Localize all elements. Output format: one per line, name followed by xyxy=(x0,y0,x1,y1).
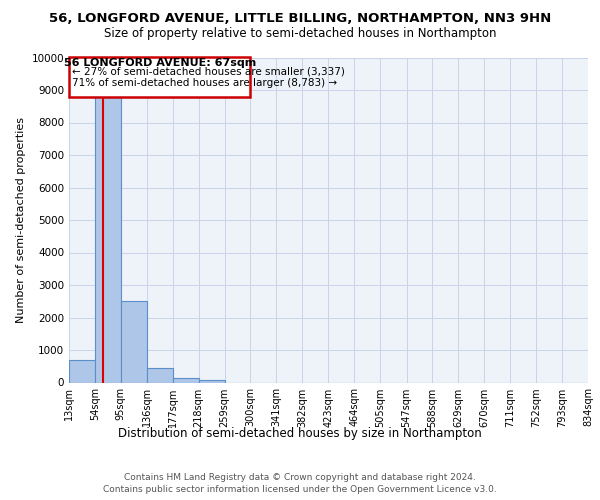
Text: 56 LONGFORD AVENUE: 67sqm: 56 LONGFORD AVENUE: 67sqm xyxy=(64,58,256,68)
Bar xyxy=(69,58,250,97)
Text: 56, LONGFORD AVENUE, LITTLE BILLING, NORTHAMPTON, NN3 9HN: 56, LONGFORD AVENUE, LITTLE BILLING, NOR… xyxy=(49,12,551,26)
Text: ← 27% of semi-detached houses are smaller (3,337): ← 27% of semi-detached houses are smalle… xyxy=(71,66,344,76)
Text: Size of property relative to semi-detached houses in Northampton: Size of property relative to semi-detach… xyxy=(104,28,496,40)
Bar xyxy=(147,368,173,382)
Text: Contains HM Land Registry data © Crown copyright and database right 2024.: Contains HM Land Registry data © Crown c… xyxy=(124,472,476,482)
Text: Contains public sector information licensed under the Open Government Licence v3: Contains public sector information licen… xyxy=(103,485,497,494)
Bar xyxy=(121,301,147,382)
Text: Distribution of semi-detached houses by size in Northampton: Distribution of semi-detached houses by … xyxy=(118,428,482,440)
Bar xyxy=(95,90,121,382)
Bar xyxy=(173,378,199,382)
Text: 71% of semi-detached houses are larger (8,783) →: 71% of semi-detached houses are larger (… xyxy=(71,78,337,88)
Bar xyxy=(199,380,224,382)
Bar xyxy=(69,360,95,382)
Y-axis label: Number of semi-detached properties: Number of semi-detached properties xyxy=(16,117,26,323)
